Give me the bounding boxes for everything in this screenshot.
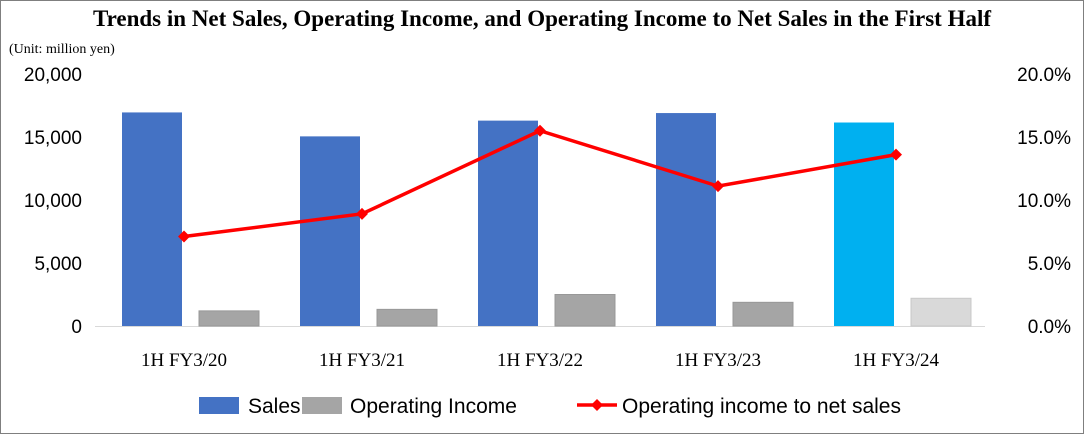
operating-income-ratio-marker (178, 230, 190, 243)
legend-sales-swatch (199, 397, 239, 414)
legend-operating-income-swatch (302, 397, 342, 414)
sales-bar (122, 112, 182, 327)
chart-title: Trends in Net Sales, Operating Income, a… (92, 6, 992, 31)
operating-income-ratio-marker (356, 207, 368, 220)
x-category-label: 1H FY3/21 (319, 350, 405, 371)
operating-income-bar (732, 301, 794, 327)
x-category-label: 1H FY3/22 (497, 350, 583, 371)
legend-operating-income-label: Operating Income (350, 395, 517, 418)
operating-income-bar (554, 294, 616, 327)
legend-sales-label: Sales (248, 395, 301, 418)
y-left-tick-label: 0 (71, 317, 82, 338)
y-left-tick-label: 10,000 (24, 191, 82, 212)
sales-bar (834, 122, 894, 326)
sales-bar (656, 113, 716, 326)
x-category-label: 1H FY3/23 (675, 350, 761, 371)
x-category-label: 1H FY3/20 (141, 350, 227, 371)
unit-label: (Unit: million yen) (9, 42, 115, 57)
operating-income-bar (198, 310, 260, 327)
sales-bar (478, 120, 538, 327)
y-right-tick-label: 10.0% (1017, 191, 1071, 212)
sales-bar (300, 136, 360, 326)
x-category-label: 1H FY3/24 (853, 350, 940, 371)
operating-income-bar (376, 308, 438, 327)
y-left-tick-label: 15,000 (24, 128, 82, 149)
operating-income-ratio-marker (890, 148, 902, 161)
y-right-tick-label: 15.0% (1017, 128, 1071, 149)
operating-income-ratio-line (183, 128, 897, 239)
operating-income-bar (910, 297, 972, 327)
legend-ratio-marker (591, 399, 603, 411)
y-right-tick-label: 20.0% (1017, 65, 1071, 86)
legend-ratio-label: Operating income to net sales (622, 395, 901, 418)
y-right-tick-label: 5.0% (1028, 254, 1071, 275)
y-left-tick-label: 5,000 (34, 254, 82, 275)
y-left-tick-label: 20,000 (24, 65, 82, 86)
operating-income-ratio-marker (534, 124, 546, 137)
y-right-tick-label: 0.0% (1028, 317, 1071, 338)
operating-income-ratio-marker (712, 180, 724, 193)
